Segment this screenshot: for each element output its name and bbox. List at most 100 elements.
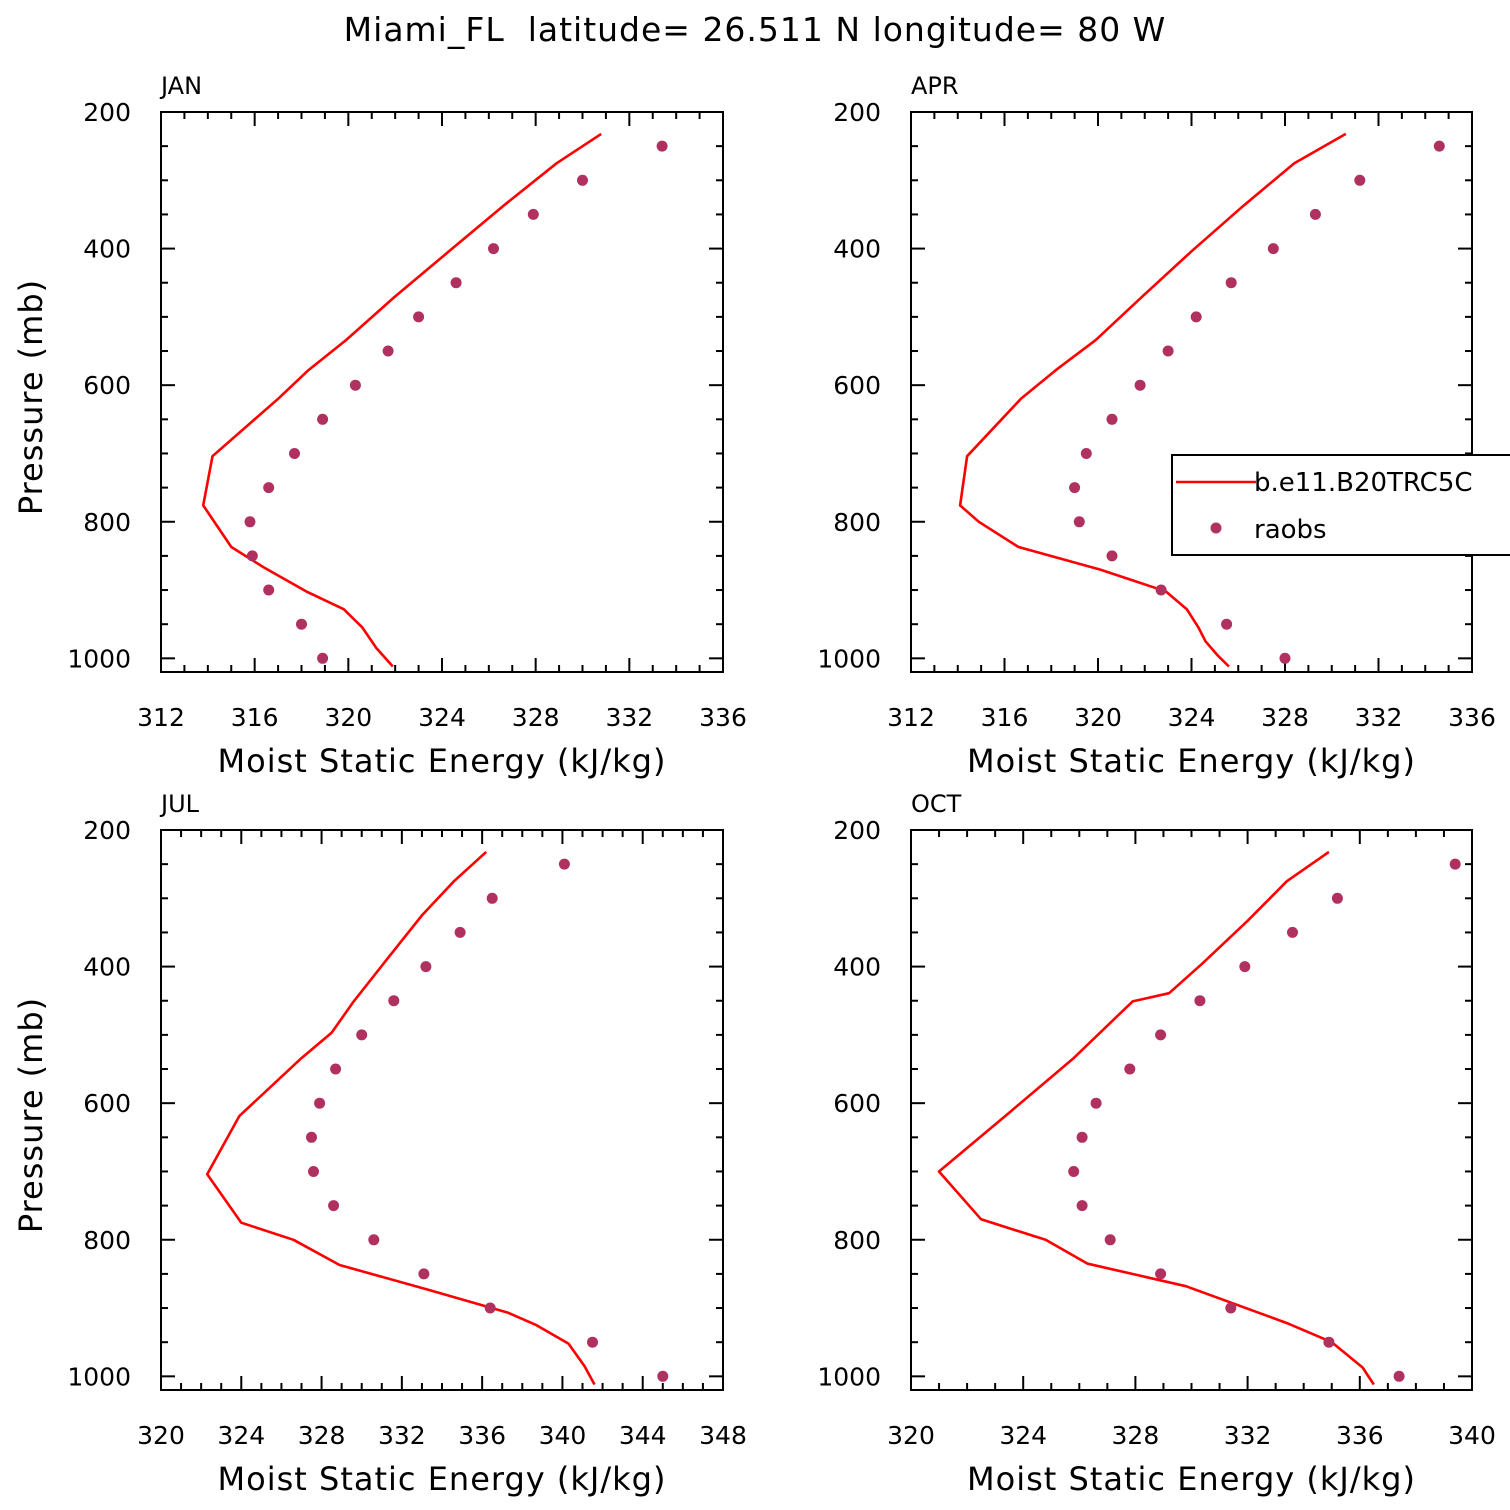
panel-jan: JAN 312 316 320 324 328 332 336 200 400 600 800 1000… (12, 72, 747, 780)
x-tick-label: 328 (512, 703, 560, 732)
y-tick-label: 600 (833, 1089, 881, 1118)
x-tick-label: 320 (324, 703, 372, 732)
x-tick-label: 312 (887, 703, 935, 732)
x-tick-label: 332 (1355, 703, 1403, 732)
raobs-point (1449, 858, 1461, 870)
x-tick-label: 332 (378, 1421, 426, 1450)
plot-frame (160, 111, 724, 673)
raobs-point (587, 1336, 598, 1348)
x-tick-label: 348 (699, 1421, 747, 1450)
raobs-point (263, 584, 275, 596)
x-tick-label: 336 (1448, 703, 1496, 732)
raobs-point (450, 277, 462, 289)
raobs-point (317, 413, 329, 425)
raobs-point (1279, 652, 1291, 664)
legend-obs-label: raobs (1254, 515, 1327, 545)
x-axis-label: Moist Static Energy (kJ/kg) (967, 742, 1416, 780)
raobs-point (1076, 1200, 1088, 1212)
legend-box (1171, 454, 1510, 556)
y-tick-label: 400 (83, 953, 131, 982)
plot-frame (910, 829, 1473, 1391)
raobs-point (1068, 1166, 1080, 1177)
raobs-point (413, 311, 425, 323)
raobs-point (527, 208, 539, 220)
y-tick-label: 200 (833, 98, 881, 127)
x-tick-label: 324 (418, 703, 466, 732)
raobs-point (1393, 1370, 1405, 1382)
panel-apr: APR 312 316 320 324 328 332 336 200 400 600 800 1000… (817, 72, 1510, 780)
raobs-point (1080, 448, 1092, 459)
y-tick-label: 400 (833, 235, 881, 264)
x-tick-label: 332 (1224, 1421, 1272, 1450)
x-axis-label: Moist Static Energy (kJ/kg) (218, 1460, 667, 1498)
raobs-point (454, 926, 466, 938)
raobs-point (382, 345, 394, 357)
x-tick-label: 328 (1112, 1421, 1160, 1450)
x-tick-label: 336 (699, 703, 747, 732)
y-tick-label: 200 (83, 816, 131, 845)
raobs-point (1069, 482, 1081, 494)
raobs-point (1073, 516, 1085, 528)
y-tick-label: 400 (833, 953, 881, 982)
x-axis-label: Moist Static Energy (kJ/kg) (218, 742, 667, 780)
y-tick-label: 800 (83, 1226, 131, 1255)
raobs-point (1287, 926, 1298, 938)
y-tick-label: 200 (83, 98, 131, 127)
raobs-point (349, 379, 361, 391)
x-tick-label: 344 (619, 1421, 667, 1450)
raobs-point (484, 1302, 496, 1314)
raobs-point (1354, 174, 1366, 186)
raobs-point (368, 1234, 380, 1246)
x-axis-label: Moist Static Energy (kJ/kg) (967, 1460, 1416, 1498)
raobs-point (296, 618, 307, 630)
x-tick-label: 336 (1336, 1421, 1384, 1450)
raobs-point (308, 1166, 319, 1177)
panel-jul: JUL 320 324 328 332 336 340 344 348 200 400 600 800 1… (12, 790, 747, 1498)
raobs-point (418, 1268, 430, 1280)
y-axis-label: Pressure (mb) (12, 279, 50, 515)
x-tick-label: 316 (231, 703, 279, 732)
raobs-point (289, 448, 300, 459)
panel-title: OCT (911, 790, 962, 818)
x-tick-label: 328 (1261, 703, 1309, 732)
raobs-point (1221, 618, 1233, 630)
y-tick-label: 1000 (817, 1362, 881, 1391)
y-tick-label: 200 (833, 816, 881, 845)
panel-oct: OCT 320 324 328 332 336 340 200 400 600 800 1000 Moi… (817, 790, 1495, 1498)
raobs-point (1155, 584, 1167, 596)
y-tick-label: 800 (83, 508, 131, 537)
x-tick-label: 336 (458, 1421, 506, 1450)
raobs-point (1106, 413, 1118, 425)
x-tick-label: 324 (999, 1421, 1047, 1450)
raobs-point (1309, 208, 1321, 220)
y-tick-label: 400 (83, 235, 131, 264)
raobs-point (1225, 1302, 1237, 1314)
panel-title: JAN (159, 72, 202, 100)
raobs-point (656, 140, 668, 152)
x-tick-label: 340 (1448, 1421, 1496, 1450)
raobs-point (246, 550, 258, 562)
y-tick-label: 1000 (67, 1362, 131, 1391)
raobs-point (328, 1200, 340, 1212)
raobs-point (1090, 1097, 1102, 1109)
x-tick-label: 340 (539, 1421, 587, 1450)
y-tick-label: 800 (833, 508, 881, 537)
y-tick-label: 600 (83, 1089, 131, 1118)
raobs-point (1155, 1029, 1167, 1041)
raobs-point (263, 482, 275, 494)
raobs-point (420, 961, 432, 973)
legend-model-label: b.e11.B20TRC5C (1254, 468, 1473, 498)
raobs-point (244, 516, 256, 528)
raobs-point (1106, 550, 1118, 562)
x-tick-label: 320 (137, 1421, 185, 1450)
legend: b.e11.B20TRC5C raobs (1171, 454, 1510, 556)
x-tick-label: 328 (298, 1421, 346, 1450)
raobs-point (1104, 1234, 1116, 1246)
raobs-point (1162, 345, 1174, 357)
model-series-line (205, 850, 596, 1386)
y-axis-label: Pressure (mb) (12, 997, 50, 1233)
raobs-point (577, 174, 588, 186)
x-tick-label: 316 (981, 703, 1029, 732)
model-series-line (201, 132, 602, 668)
raobs-point (1239, 961, 1251, 973)
